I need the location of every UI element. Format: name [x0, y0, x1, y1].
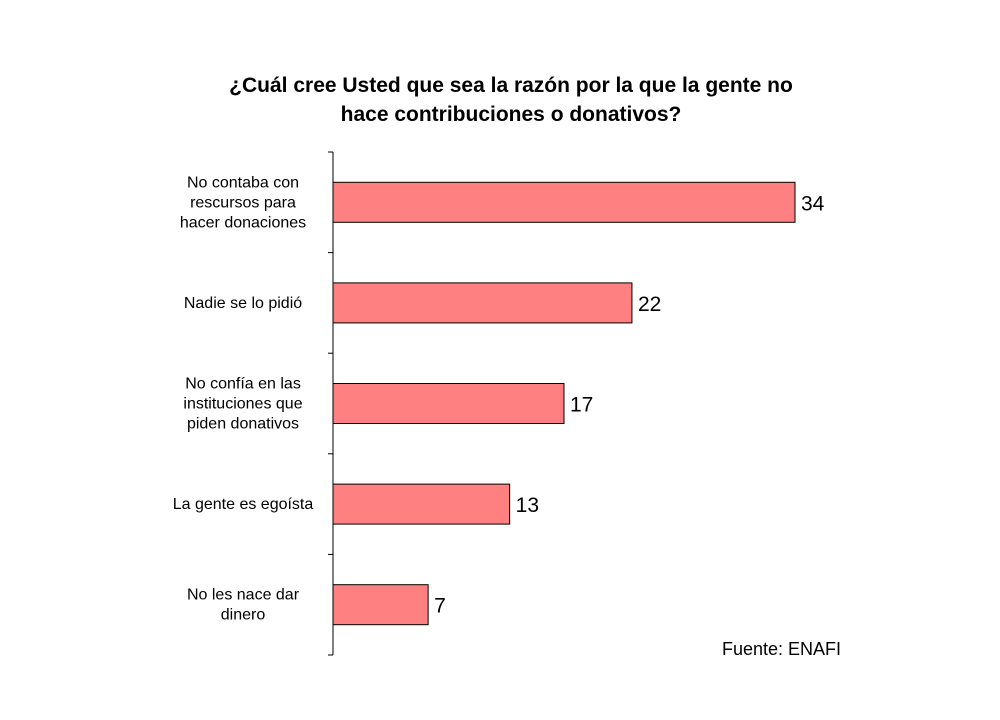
data-label: 22 [638, 293, 661, 316]
chart-title-line: ¿Cuál cree Usted que sea la razón por la… [229, 74, 793, 97]
bar [332, 181, 796, 223]
bar [332, 483, 511, 525]
chart-title: ¿Cuál cree Usted que sea la razón por la… [229, 74, 793, 126]
data-labels: 34 22 17 13 7 [434, 192, 825, 617]
category-label: No confía en las [185, 376, 301, 393]
data-label: 13 [516, 494, 539, 517]
category-label: instituciones que [183, 396, 302, 413]
bar [332, 584, 429, 626]
category-label: piden donativos [187, 416, 299, 433]
data-label: 7 [434, 595, 446, 618]
category-label: No les nace dar [187, 587, 300, 604]
data-label: 34 [801, 192, 825, 215]
category-axis [328, 151, 334, 656]
category-label: hacer donaciones [180, 214, 306, 231]
bar [332, 383, 565, 424]
category-label: La gente es egoísta [173, 496, 314, 513]
category-label: No contaba con [187, 174, 299, 191]
category-label: rescursos para [190, 194, 296, 211]
data-label: 17 [570, 394, 593, 417]
chart-title-line: hace contribuciones o donativos? [341, 103, 682, 126]
bars [332, 181, 796, 626]
source-note: Fuente: ENAFI [722, 639, 842, 659]
category-label: Nadie se lo pidió [184, 295, 302, 312]
bar [332, 282, 633, 324]
category-label: dinero [221, 607, 266, 624]
category-labels: No contaba con rescursos para hacer donaci… [173, 174, 314, 623]
